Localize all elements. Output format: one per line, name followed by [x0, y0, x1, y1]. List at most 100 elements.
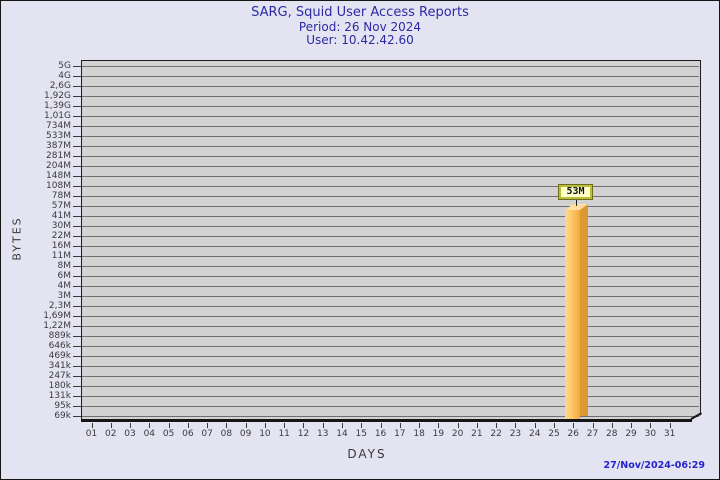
x-axis-tick	[669, 423, 671, 428]
x-axis-tick	[476, 423, 478, 428]
gridline	[82, 346, 699, 347]
gridline	[82, 276, 699, 277]
bar-day26	[565, 210, 580, 420]
x-axis-tick	[187, 423, 189, 428]
y-axis-tick	[73, 116, 81, 117]
y-axis-tick	[73, 286, 81, 287]
y-tick-label: 1,01G	[43, 111, 71, 121]
gridline	[82, 236, 699, 237]
y-axis-tick	[73, 336, 81, 337]
x-tick-label: 31	[663, 429, 676, 439]
x-axis-tick	[611, 423, 613, 428]
y-tick-label: 1,92G	[43, 91, 71, 101]
bar-day26-top-face	[565, 204, 588, 210]
gridline	[82, 136, 699, 137]
y-axis-tick	[73, 326, 81, 327]
x-axis-tick	[361, 423, 363, 428]
page-title: SARG, Squid User Access Reports	[251, 5, 469, 20]
gridline	[82, 386, 699, 387]
gridline	[82, 316, 699, 317]
y-axis-tick	[73, 66, 81, 67]
gridline	[82, 416, 699, 417]
gridline	[82, 366, 699, 367]
y-tick-label: 1,22M	[43, 321, 71, 331]
y-tick-label: 469k	[48, 351, 71, 361]
y-tick-label: 1,39G	[43, 101, 71, 111]
x-tick-label: 11	[278, 429, 290, 439]
x-tick-label: 10	[259, 429, 271, 439]
y-tick-label: 4G	[58, 71, 71, 81]
bar-value-label: 53M	[559, 185, 592, 199]
gridline	[82, 86, 699, 87]
x-axis-tick	[284, 423, 286, 428]
y-axis-tick	[73, 246, 81, 247]
y-axis-tick	[73, 126, 81, 127]
generation-timestamp: 27/Nov/2024-06:29	[603, 460, 705, 471]
x-tick-label: 08	[220, 429, 233, 439]
x-axis-tick	[631, 423, 633, 428]
y-tick-label: 4M	[57, 281, 72, 291]
gridline	[82, 356, 699, 357]
x-axis-tick	[438, 423, 440, 428]
y-tick-label: 533M	[46, 131, 71, 141]
y-tick-label: 247k	[48, 371, 71, 381]
x-tick-label: 20	[451, 429, 464, 439]
y-axis-tick	[73, 226, 81, 227]
x-axis-tick	[130, 423, 132, 428]
y-axis-tick	[73, 306, 81, 307]
y-tick-label: 2,3M	[48, 301, 71, 311]
x-axis-tick	[515, 423, 517, 428]
y-tick-label: 1,69M	[43, 311, 71, 321]
x-tick-label: 30	[644, 429, 657, 439]
x-tick-label: 09	[239, 429, 252, 439]
x-tick-label: 16	[374, 429, 387, 439]
x-axis-tick	[91, 423, 93, 428]
y-axis-tick	[73, 186, 81, 187]
x-tick-label: 12	[297, 429, 310, 439]
gridline	[82, 116, 699, 117]
x-axis-tick	[264, 423, 266, 428]
x-axis-tick	[399, 423, 401, 428]
y-tick-label: 646k	[48, 341, 71, 351]
y-axis-tick	[73, 376, 81, 377]
y-tick-label: 11M	[51, 251, 71, 261]
y-axis-tick	[73, 146, 81, 147]
gridline	[82, 216, 699, 217]
x-axis-title: DAYS	[347, 447, 387, 461]
x-tick-label: 22	[490, 429, 502, 439]
y-axis-tick	[73, 86, 81, 87]
y-axis-tick	[73, 216, 81, 217]
y-tick-label: 57M	[51, 201, 71, 211]
x-axis-tick	[226, 423, 228, 428]
x-axis-tick	[110, 423, 112, 428]
x-axis-line	[81, 419, 692, 422]
gridline	[82, 156, 699, 157]
x-tick-label: 07	[201, 429, 213, 439]
x-tick-label: 04	[143, 429, 156, 439]
y-axis-tick	[73, 356, 81, 357]
y-axis-tick	[73, 106, 81, 107]
y-tick-label: 30M	[51, 221, 71, 231]
x-axis-tick	[573, 423, 575, 428]
x-tick-label: 21	[471, 429, 483, 439]
y-axis-tick	[73, 256, 81, 257]
y-axis-tick	[73, 316, 81, 317]
x-axis-tick	[457, 423, 459, 428]
y-axis-tick	[73, 296, 81, 297]
y-tick-label: 131k	[48, 391, 71, 401]
gridline	[82, 206, 699, 207]
y-axis-tick	[73, 276, 81, 277]
report-period: Period: 26 Nov 2024	[298, 20, 422, 34]
x-axis-tick	[168, 423, 170, 428]
report-user: User: 10.42.42.60	[306, 33, 414, 47]
y-tick-label: 341k	[48, 361, 71, 371]
gridline	[82, 106, 699, 107]
y-axis-tick	[73, 196, 81, 197]
y-tick-label: 69k	[54, 411, 71, 421]
y-axis-tick	[73, 176, 81, 177]
x-tick-label: 13	[317, 429, 329, 439]
x-axis-tick	[534, 423, 536, 428]
x-tick-label: 28	[606, 429, 618, 439]
y-axis-tick	[73, 406, 81, 407]
x-axis-tick	[380, 423, 382, 428]
